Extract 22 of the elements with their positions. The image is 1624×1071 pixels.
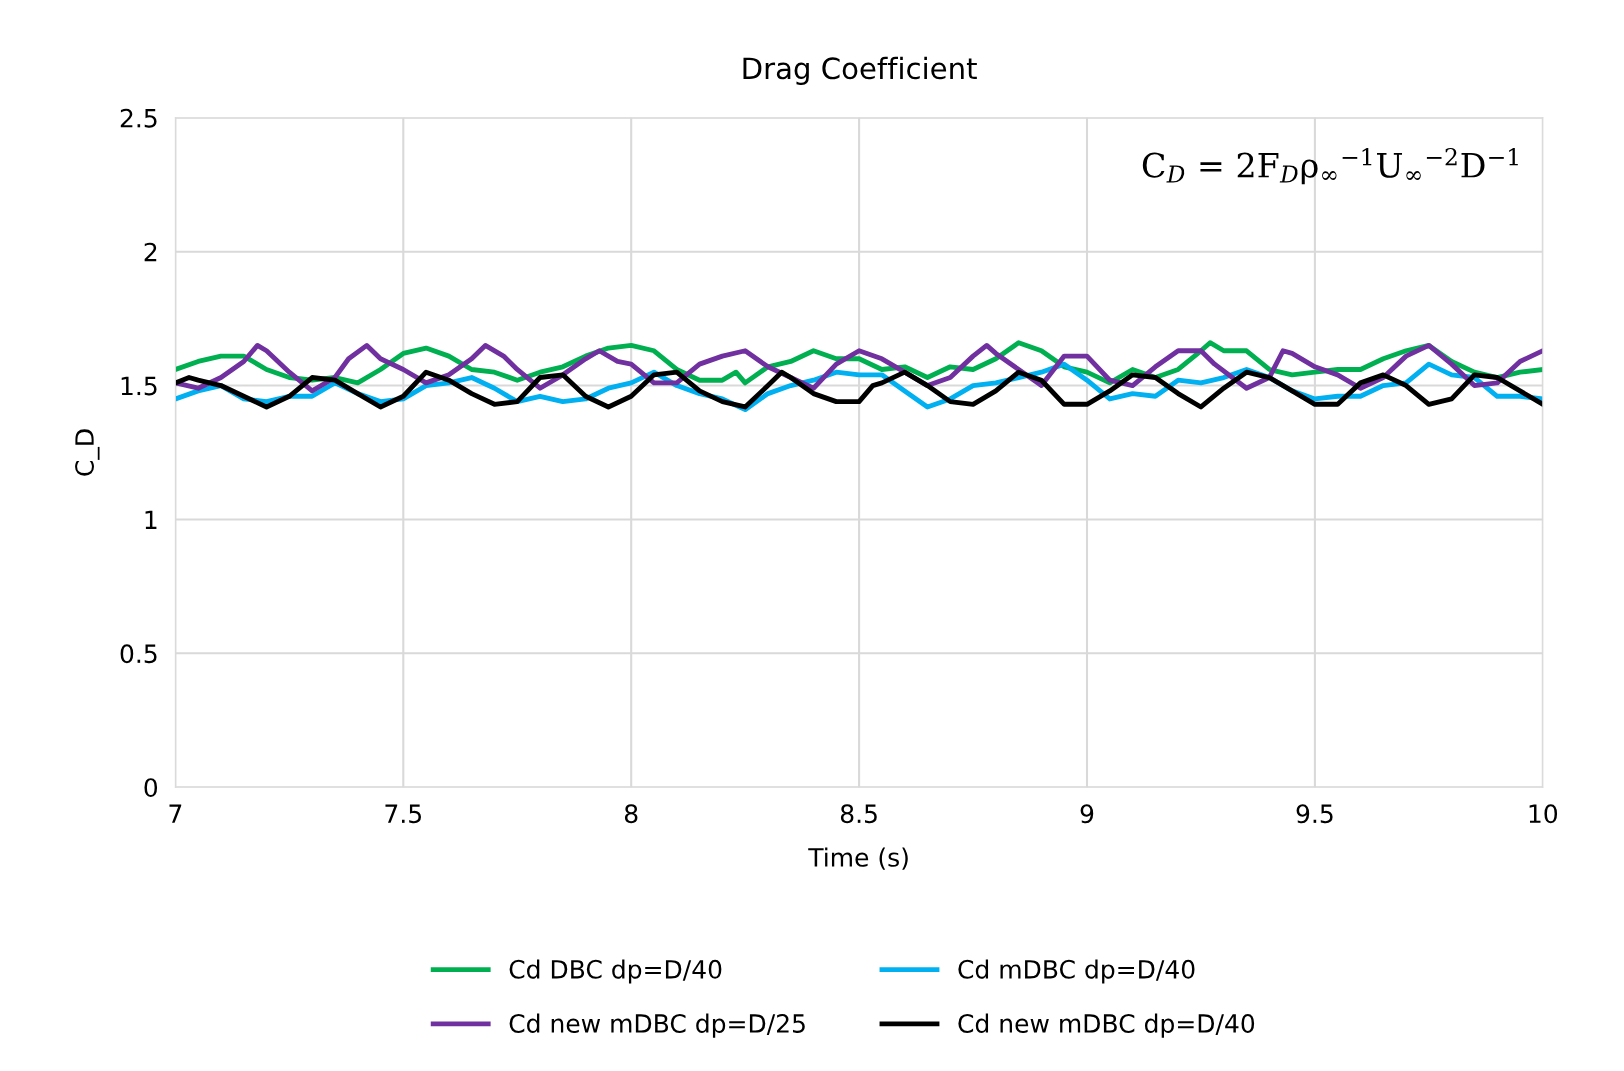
x-tick-label: 8	[624, 804, 638, 824]
y-tick-label: 2.5	[120, 108, 157, 128]
y-tick-label: 1.5	[121, 376, 157, 396]
y-tick-label: 0	[144, 778, 158, 798]
y-tick-label: 1	[145, 510, 157, 529]
legend-label: Cd mDBC dp=D/40	[958, 959, 1195, 984]
x-tick-label: 10	[1529, 804, 1558, 824]
line-series	[175, 369, 1543, 410]
x-axis-title: Time (s)	[808, 847, 908, 870]
x-tick-label: 9.5	[1296, 804, 1333, 824]
x-tick-label: 7.5	[385, 804, 421, 824]
y-tick-label: 0.5	[120, 644, 157, 664]
legend-label: Cd DBC dp=D/40	[509, 959, 722, 984]
chart-title: Drag Coefficient	[743, 56, 977, 85]
y-tick-label: 2	[144, 242, 157, 262]
legend-label: Cd new mDBC dp=D/25	[509, 1013, 805, 1038]
x-tick-label: 7	[169, 804, 182, 823]
y-axis-title: C_D	[75, 429, 100, 476]
x-tick-label: 9	[1080, 804, 1094, 824]
text: C$_{D}$ = 2F$_{D}$ρ$_{∞}$$^{−1}$U$_{∞}$$^{−2}$D$^{−1}$	[1142, 147, 1518, 185]
x-tick-label: 8.5	[840, 804, 877, 824]
legend-label: Cd new mDBC dp=D/40	[958, 1013, 1255, 1038]
